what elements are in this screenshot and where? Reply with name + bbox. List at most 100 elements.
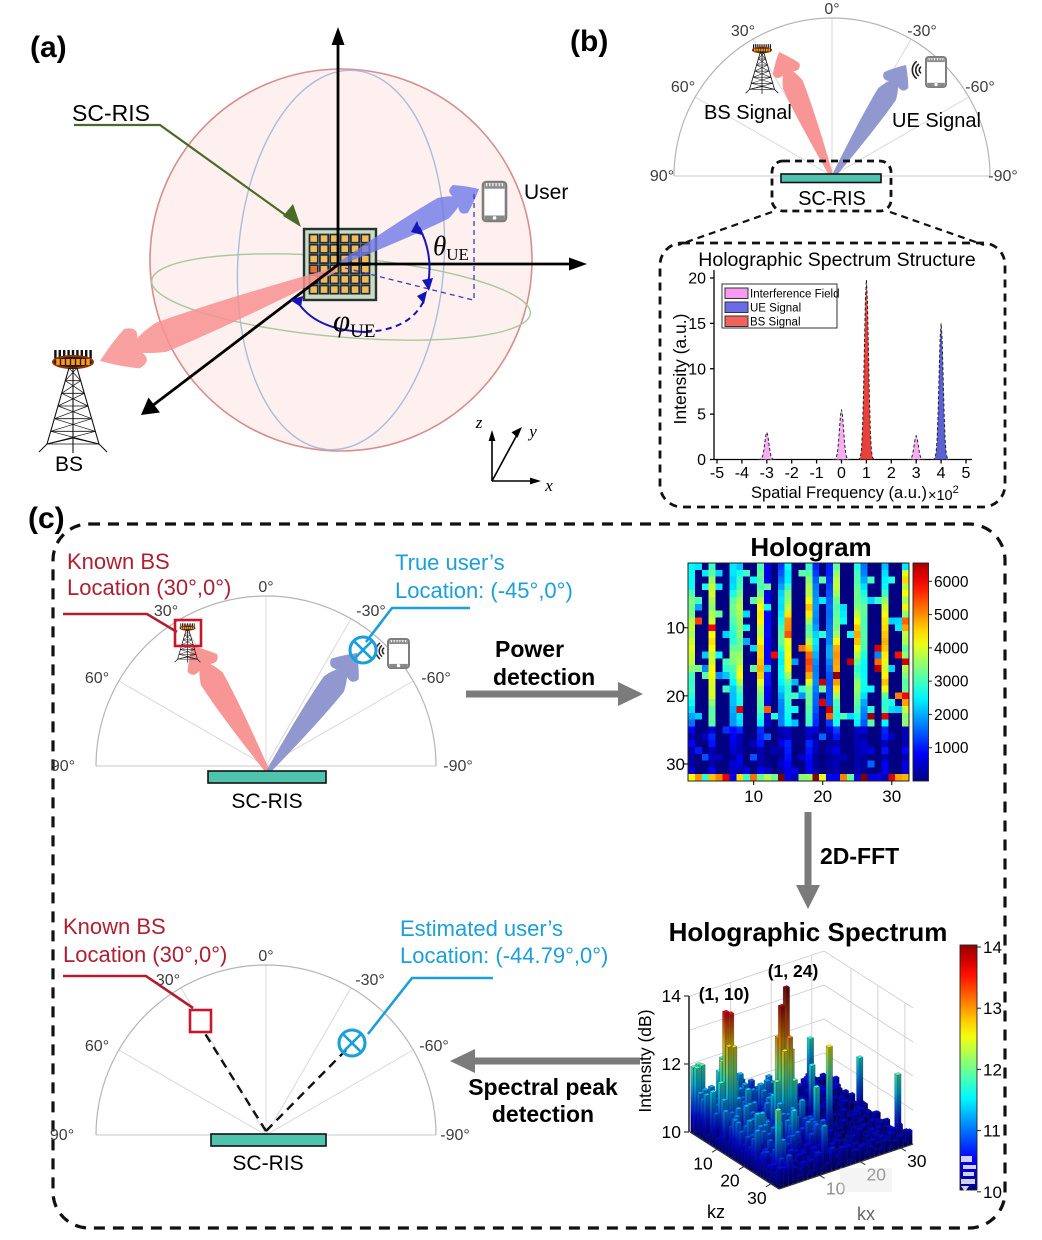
svg-text:90°: 90° [650, 168, 674, 185]
svg-text:θUE: θUE [433, 231, 469, 264]
svg-text:90°: 90° [51, 758, 75, 775]
svg-text:-3: -3 [760, 465, 774, 482]
svg-text:-30°: -30° [356, 603, 386, 620]
svg-text:-5: -5 [710, 465, 724, 482]
svg-text:14: 14 [662, 986, 682, 1006]
svg-text:x: x [544, 476, 553, 495]
svg-text:Location: (-44.79°,0°): Location: (-44.79°,0°) [400, 943, 608, 968]
svg-text:-90°: -90° [988, 168, 1018, 185]
svg-text:-60°: -60° [965, 79, 995, 96]
svg-text:-30°: -30° [355, 972, 385, 989]
svg-text:10: 10 [826, 1178, 846, 1198]
svg-text:10: 10 [662, 1122, 682, 1142]
svg-text:kz: kz [707, 1202, 725, 1222]
svg-text:14: 14 [983, 938, 1002, 957]
svg-text:10: 10 [693, 1153, 713, 1173]
svg-text:60°: 60° [85, 1038, 109, 1055]
svg-text:Spatial Frequency (a.u.): Spatial Frequency (a.u.) [751, 484, 927, 502]
svg-text:Intensity (dB): Intensity (dB) [635, 1009, 655, 1112]
svg-text:15: 15 [688, 316, 706, 333]
svg-text:detection: detection [492, 1101, 594, 1127]
svg-text:6000: 6000 [934, 574, 969, 591]
svg-text:5: 5 [697, 407, 706, 424]
svg-text:2: 2 [887, 465, 896, 482]
svg-text:Hologram: Hologram [750, 532, 871, 562]
svg-text:BS: BS [55, 453, 83, 476]
svg-text:2D-FFT: 2D-FFT [820, 843, 899, 869]
svg-text:30: 30 [666, 755, 685, 774]
svg-text:Holographic Spectrum: Holographic Spectrum [669, 917, 948, 947]
svg-text:5: 5 [962, 465, 971, 482]
svg-text:SC-RIS: SC-RIS [72, 100, 150, 126]
svg-text:(1, 24): (1, 24) [768, 961, 819, 981]
svg-text:60°: 60° [85, 670, 109, 687]
svg-text:20: 20 [688, 271, 706, 288]
svg-text:SC-RIS: SC-RIS [231, 790, 302, 813]
svg-text:2000: 2000 [934, 707, 969, 724]
svg-text:Location (30°,0°): Location (30°,0°) [63, 942, 227, 967]
svg-text:11: 11 [983, 1122, 1001, 1141]
svg-text:20: 20 [720, 1171, 740, 1191]
svg-text:UE Signal: UE Signal [892, 110, 981, 132]
svg-text:20: 20 [666, 687, 685, 706]
svg-text:1000: 1000 [934, 740, 969, 757]
svg-text:y: y [527, 422, 537, 441]
svg-text:detection: detection [493, 664, 595, 690]
svg-text:(c): (c) [28, 502, 65, 535]
svg-text:-60°: -60° [419, 1038, 449, 1055]
svg-text:10: 10 [688, 361, 706, 378]
svg-text:0°: 0° [258, 948, 273, 965]
svg-text:-1: -1 [809, 465, 823, 482]
svg-text:Intensity (a.u.): Intensity (a.u.) [670, 314, 690, 425]
svg-text:-30°: -30° [907, 23, 937, 40]
svg-text:Interference Field: Interference Field [750, 289, 840, 301]
svg-text:4000: 4000 [934, 640, 969, 657]
svg-text:Spectral peak: Spectral peak [468, 1074, 618, 1100]
svg-text:1: 1 [862, 465, 871, 482]
svg-text:True user’s: True user’s [395, 550, 505, 575]
svg-text:30: 30 [882, 787, 901, 806]
svg-text:13: 13 [983, 999, 1002, 1018]
svg-text:-4: -4 [735, 465, 749, 482]
svg-text:30: 30 [747, 1188, 767, 1208]
svg-text:5000: 5000 [934, 607, 969, 624]
svg-text:10: 10 [983, 1183, 1002, 1202]
svg-text:30°: 30° [731, 23, 755, 40]
svg-text:4: 4 [937, 465, 946, 482]
svg-text:BS Signal: BS Signal [750, 317, 801, 329]
svg-text:90°: 90° [50, 1127, 74, 1144]
svg-text:3000: 3000 [934, 674, 969, 691]
svg-text:10: 10 [666, 619, 685, 638]
svg-text:Holographic Spectrum Structure: Holographic Spectrum Structure [698, 249, 975, 271]
svg-text:30°: 30° [156, 972, 180, 989]
svg-text:(1, 10): (1, 10) [699, 984, 750, 1004]
svg-text:0°: 0° [824, 1, 839, 18]
svg-text:10: 10 [744, 787, 763, 806]
svg-text:BS Signal: BS Signal [704, 102, 792, 124]
svg-text:20: 20 [813, 787, 832, 806]
svg-text:Estimated user’s: Estimated user’s [400, 916, 563, 941]
svg-text:Known BS: Known BS [67, 549, 170, 574]
svg-text:-60°: -60° [421, 670, 451, 687]
svg-text:Location (30°,0°): Location (30°,0°) [67, 575, 231, 600]
svg-text:-2: -2 [785, 465, 799, 482]
svg-text:0: 0 [837, 465, 846, 482]
svg-text:User: User [524, 181, 568, 204]
svg-text:×102: ×102 [928, 484, 959, 504]
svg-text:3: 3 [912, 465, 921, 482]
svg-text:φUE: φUE [333, 303, 375, 342]
svg-text:(b): (b) [570, 25, 608, 58]
svg-text:SC-RIS: SC-RIS [798, 188, 866, 210]
svg-text:12: 12 [983, 1060, 1002, 1079]
svg-text:12: 12 [662, 1054, 681, 1074]
svg-text:SC-RIS: SC-RIS [232, 1152, 303, 1175]
svg-text:Known BS: Known BS [63, 914, 166, 939]
svg-text:Location: (-45°,0°): Location: (-45°,0°) [395, 578, 573, 603]
svg-text:60°: 60° [671, 79, 695, 96]
svg-text:Power: Power [495, 636, 564, 662]
svg-text:30°: 30° [154, 603, 178, 620]
svg-text:-90°: -90° [443, 758, 473, 775]
svg-text:-90°: -90° [440, 1127, 470, 1144]
svg-text:0°: 0° [258, 579, 273, 596]
svg-text:z: z [475, 413, 483, 432]
